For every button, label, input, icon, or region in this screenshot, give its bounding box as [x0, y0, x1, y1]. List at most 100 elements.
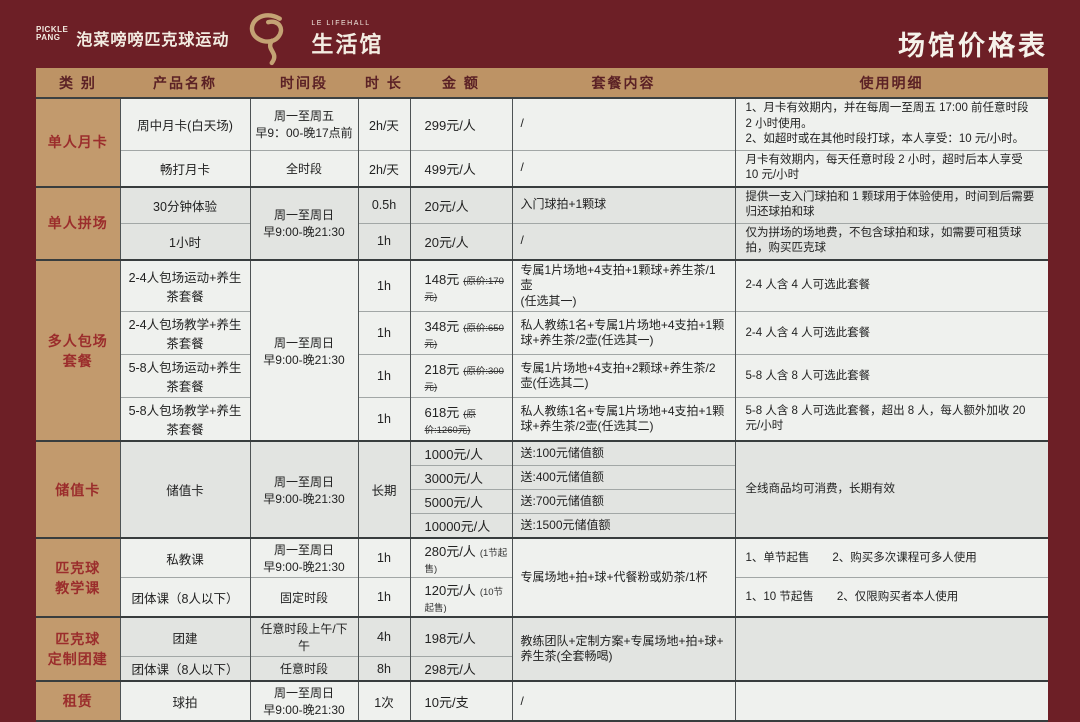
cell-pkg: / [511, 222, 735, 260]
table-row: 3000元/人 送:400元储值额 [36, 465, 1048, 490]
cell-pkg: / [511, 680, 735, 722]
cell-price: 20元/人 [409, 185, 512, 224]
cell-time: 任意时段上午/下午 [249, 616, 358, 657]
cell-dur: 2h/天 [357, 149, 410, 187]
brand-badge-line1: PICKLE [36, 25, 69, 34]
cell-det [734, 616, 1048, 682]
cell-time: 周一至周日 早9:00-晚21:30 [249, 680, 358, 722]
table-row: 匹克球 教学课 私教课 周一至周日 早9:00-晚21:30 1h 280元/人 (1节起… [36, 537, 1048, 618]
cell-prod: 团体课（8人以下） [119, 656, 250, 682]
cell-prod: 30分钟体验 [119, 185, 250, 224]
cell-price: 5000元/人 [409, 489, 512, 514]
original-price-strikethrough: (原价:170元) [424, 276, 504, 304]
brand-badge: PICKLE PANG [36, 25, 69, 43]
table-row: 5000元/人 送:700元储值额 [36, 489, 1048, 514]
cell-prod: 球拍 [119, 680, 250, 722]
table-row: 5-8人包场运动+养生茶套餐 1h 218元 (原价:300元) 专属1片场地+4支拍+… [36, 354, 1048, 398]
cell-pkg: 教练团队+定制方案+专属场地+拍+球+ 养生茶(全套畅喝) [511, 616, 735, 682]
brand-badge-line2: PANG [36, 33, 61, 43]
cell-prod: 5-8人包场运动+养生茶套餐 [119, 354, 250, 398]
cell-det: 1、月卡有效期内，并在每周一至周五 17:00 前任意时段 2 小时使用。 2、… [734, 96, 1048, 151]
original-price-strikethrough: (原价:1260元) [424, 409, 476, 437]
cell-det: 仅为拼场的场地费，不包含球拍和球，如需要可租赁球拍，购买匹克球 [734, 222, 1048, 260]
cell-prod: 2-4人包场教学+养生茶套餐 [119, 311, 250, 355]
cell-prod: 私教课 [119, 537, 250, 578]
cell-det: 5-8 人含 8 人可选此套餐 [734, 354, 1048, 398]
cell-dur: 1h [357, 397, 410, 442]
cell-dur: 2h/天 [357, 96, 410, 151]
cell-pkg: 送:1500元储值额 [511, 513, 735, 539]
table-row: 单人月卡 周中月卡(白天场) 周一至周五 早9：00-晚17点前 2h/天 299元/人… [36, 96, 1048, 187]
cell-price: 3000元/人 [409, 465, 512, 490]
cell-pkg: 私人教练1名+专属1片场地+4支拍+1颗球+养生茶/2壶(任选其二) [511, 397, 735, 442]
cell-price: 618元 (原价:1260元) [409, 397, 512, 442]
cell-prod: 1小时 [119, 222, 250, 260]
column-header: 金 额 [410, 68, 512, 99]
cell-pkg: 专属场地+拍+球+代餐粉或奶茶/1杯 [511, 537, 735, 618]
cell-pkg: 专属1片场地+4支拍+1颗球+养生茶/1壶 (任选其一) [511, 258, 735, 312]
table-row: 单人拼场 30分钟体验 周一至周日 早9:00-晚21:30 0.5h 20元/人 入门球… [36, 185, 1048, 260]
price-note: (1节起售) [424, 548, 508, 576]
cell-det: 2-4 人含 4 人可选此套餐 [734, 311, 1048, 355]
cell-prod: 团建 [119, 616, 250, 657]
brand-logo: PICKLE PANG 泡菜嗙嗙匹克球运动 LE LIFEHALL 生活馆 [36, 13, 384, 68]
cell-det: 月卡有效期内，每天任意时段 2 小时，超时后本人享受 10 元/小时 [734, 149, 1048, 187]
cell-det: 提供一支入门球拍和 1 颗球用于体验使用，时间到后需要归还球拍和球 [734, 185, 1048, 224]
table-row: 租赁 球拍 周一至周日 早9:00-晚21:30 1次 10元/支 / [36, 680, 1048, 722]
cell-pkg: 送:700元储值额 [511, 489, 735, 514]
column-header: 产品名称 [120, 68, 250, 99]
cell-pkg: 入门球拍+1颗球 [511, 185, 735, 224]
column-header: 时间段 [250, 68, 358, 99]
original-price-strikethrough: (原价:300元) [424, 366, 504, 394]
cell-dur: 1h [357, 311, 410, 355]
brand-name: 泡菜嗙嗙匹克球运动 [76, 32, 230, 49]
column-header: 类 别 [36, 68, 120, 99]
cell-time: 周一至周五 早9：00-晚17点前 [249, 96, 358, 151]
page-title: 场馆价格表 [898, 31, 1048, 61]
cell-det: 2-4 人含 4 人可选此套餐 [734, 258, 1048, 312]
column-header: 套餐内容 [512, 68, 735, 99]
cell-time: 全时段 [249, 149, 358, 187]
cell-det: 全线商品均可消费，长期有效 [734, 440, 1048, 539]
cell-dur: 1h [357, 354, 410, 398]
cell-prod: 5-8人包场教学+养生茶套餐 [119, 397, 250, 442]
cell-time: 周一至周日 早9:00-晚21:30 [249, 258, 358, 442]
brand-swirl-icon [250, 13, 284, 66]
table-row: 10000元/人 送:1500元储值额 [36, 513, 1048, 539]
cell-prod: 团体课（8人以下） [119, 577, 250, 618]
cell-pkg: / [511, 149, 735, 187]
cell-dur: 1h [357, 258, 410, 312]
cell-cat: 单人月卡 [36, 97, 120, 187]
table-row: 畅打月卡 全时段 2h/天 499元/人 / 月卡有效期内，每天任意时段 2 小时，超时后… [36, 149, 1048, 187]
cell-price: 280元/人 (1节起售) [409, 537, 512, 578]
cell-price: 348元 (原价:650元) [409, 311, 512, 355]
cell-pkg: 私人教练1名+专属1片场地+4支拍+1颗球+养生茶/2壶(任选其一) [511, 311, 735, 355]
cell-pkg: 送:100元储值额 [511, 440, 735, 466]
cell-time: 固定时段 [249, 577, 358, 618]
table-row: 2-4人包场教学+养生茶套餐 1h 348元 (原价:650元) 私人教练1名+专属1片… [36, 311, 1048, 355]
column-header: 时 长 [358, 68, 410, 99]
cell-price: 218元 (原价:300元) [409, 354, 512, 398]
table-row: 1小时 1h 20元/人 / 仅为拼场的场地费，不包含球拍和球，如需要可租赁球拍，购买匹… [36, 222, 1048, 260]
cell-price: 120元/人 (10节起售) [409, 577, 512, 618]
cell-price: 148元 (原价:170元) [409, 258, 512, 312]
cell-cat: 储值卡 [36, 440, 120, 539]
cell-prod: 周中月卡(白天场) [119, 96, 250, 151]
table-row: 5-8人包场教学+养生茶套餐 1h 618元 (原价:1260元) 私人教练1名+专属1… [36, 397, 1048, 442]
cell-price: 299元/人 [409, 96, 512, 151]
cell-det [734, 680, 1048, 722]
cell-price: 298元/人 [409, 656, 512, 682]
cell-price: 198元/人 [409, 616, 512, 657]
cell-cat: 匹克球 教学课 [36, 537, 120, 618]
cell-det: 1、单节起售 2、购买多次课程可多人使用 [734, 537, 1048, 578]
cell-price: 10元/支 [409, 680, 512, 722]
cell-pkg: 专属1片场地+4支拍+2颗球+养生茶/2壶(任选其二) [511, 354, 735, 398]
cell-time: 周一至周日 早9:00-晚21:30 [249, 440, 358, 539]
cell-dur: 1h [357, 222, 410, 260]
cell-dur: 4h [357, 616, 410, 657]
brand-sub-cn: 生活馆 [311, 32, 384, 57]
table-row: 多人包场 套餐 2-4人包场运动+养生茶套餐 周一至周日 早9:00-晚21:30 1… [36, 258, 1048, 442]
cell-price: 499元/人 [409, 149, 512, 187]
cell-price: 1000元/人 [409, 440, 512, 466]
cell-pkg: 送:400元储值额 [511, 465, 735, 490]
